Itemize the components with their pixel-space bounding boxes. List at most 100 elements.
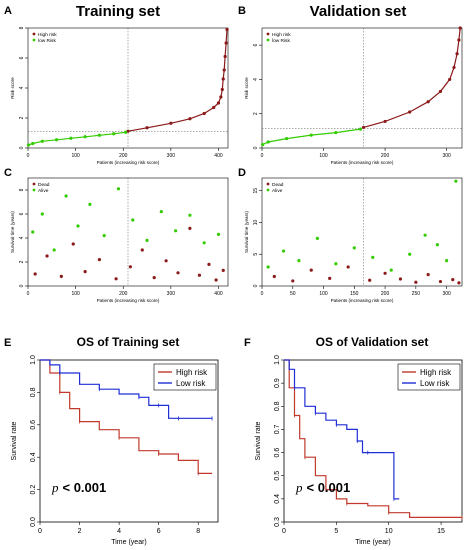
chart-title: OS of Training set: [77, 335, 180, 349]
data-point: [64, 194, 68, 198]
y-tick-label: 6: [19, 56, 25, 59]
p-symbol: p: [51, 480, 59, 495]
data-point: [435, 243, 439, 247]
data-point: [188, 226, 192, 230]
y-tick-label: 0.5: [274, 471, 281, 481]
data-point: [216, 232, 221, 236]
legend-entry: low Risk: [272, 38, 290, 44]
data-point: [225, 27, 229, 32]
data-point: [59, 274, 63, 278]
panel-letter: B: [238, 5, 246, 17]
legend-entry: Dead: [272, 182, 284, 188]
y-tick-label: 0: [253, 284, 259, 287]
y-tick-label: 8: [19, 26, 25, 29]
y-tick-label: 0.8: [30, 387, 37, 397]
data-point: [176, 271, 180, 275]
panel-a: A Training set 0 100 200 300 400 0 2 4 6 8 Patients …: [4, 3, 229, 165]
data-point: [202, 241, 206, 245]
p-value: < 0.001: [63, 480, 107, 495]
y-tick-label: 10: [253, 219, 259, 225]
x-tick-label: 300: [167, 153, 176, 159]
data-point: [457, 281, 461, 285]
data-point: [207, 262, 211, 266]
survival-curve: [40, 359, 213, 419]
y-tick-label: 0.8: [274, 401, 281, 411]
x-tick-label: 200: [381, 291, 390, 297]
x-tick-label: 100: [319, 291, 328, 297]
data-point: [76, 224, 80, 228]
legend-entry: Low risk: [420, 379, 450, 388]
data-point: [438, 279, 443, 284]
survival-curve: [284, 359, 462, 518]
data-point: [346, 265, 350, 269]
x-axis-label: Time (year): [355, 539, 391, 546]
x-tick-label: 200: [119, 291, 128, 297]
data-point: [159, 210, 163, 214]
x-tick-label: 8: [196, 528, 200, 535]
data-point: [445, 258, 449, 263]
legend-marker: [266, 188, 270, 192]
legend-marker: [266, 38, 270, 42]
data-point: [315, 236, 319, 240]
y-tick-label: 4: [253, 78, 259, 81]
chart-title: Validation set: [310, 3, 407, 20]
p-value-annotation: p < 0.001: [295, 480, 350, 495]
y-tick-label: 4: [19, 236, 25, 239]
panel-letter: D: [238, 167, 246, 179]
y-tick-label: 6: [253, 44, 259, 47]
data-point: [389, 268, 393, 272]
y-tick-label: 2: [253, 112, 259, 115]
y-tick-label: 0.4: [274, 494, 281, 504]
y-tick-label: 2: [19, 116, 25, 119]
data-point: [97, 258, 102, 262]
legend-entry: High risk: [176, 368, 208, 377]
x-tick-label: 2: [78, 528, 82, 535]
data-point: [266, 265, 270, 269]
legend-entry: Alive: [272, 188, 283, 194]
panel-f: F OS of Validation set 0 5 10 15 0.3 0.4 0.5 0.6 0…: [244, 335, 463, 546]
data-point: [128, 265, 132, 269]
plot-frame: [261, 27, 463, 149]
x-axis-label: Patients (increasing risk score): [331, 298, 394, 303]
x-tick-label: 5: [334, 528, 338, 535]
legend-marker: [266, 32, 270, 36]
data-point: [145, 238, 149, 242]
y-tick-label: 0.7: [274, 424, 281, 434]
legend-entry: High risk: [420, 368, 452, 377]
plot-frame: [283, 359, 463, 523]
x-tick-label: 400: [214, 153, 223, 159]
x-axis-label: Patients (increasing risk score): [331, 160, 394, 165]
x-tick-label: 400: [214, 291, 223, 297]
x-tick-label: 6: [157, 528, 161, 535]
p-value-annotation: p < 0.001: [51, 480, 106, 495]
x-tick-label: 200: [381, 153, 390, 159]
x-tick-label: 100: [319, 153, 328, 159]
panel-d: D 0 50 100 150 200 250 300 0 5 10 15 Patients (incre…: [238, 167, 463, 303]
data-point: [423, 233, 427, 237]
x-tick-label: 0: [261, 153, 264, 159]
legend-marker: [32, 182, 36, 186]
data-point: [124, 130, 128, 134]
series-line: [28, 131, 126, 146]
y-tick-label: 1.0: [30, 355, 37, 365]
survival-curve: [40, 359, 213, 474]
x-tick-label: 50: [290, 291, 296, 297]
data-point: [164, 259, 168, 263]
data-point: [102, 234, 106, 238]
plot-frame: [261, 177, 463, 287]
x-tick-label: 300: [442, 291, 451, 297]
panel-letter: C: [4, 167, 12, 179]
legend-box: [153, 363, 217, 391]
legend-marker: [266, 182, 270, 186]
chart-title: Training set: [76, 3, 160, 20]
data-point: [197, 273, 202, 277]
data-point: [52, 248, 56, 252]
survival-curve: [284, 359, 400, 500]
x-axis-label: Patients (increasing risk score): [97, 298, 160, 303]
y-tick-label: 0.0: [30, 517, 37, 527]
data-point: [221, 268, 225, 272]
y-tick-label: 15: [253, 188, 259, 194]
x-tick-label: 0: [38, 528, 42, 535]
data-point: [383, 271, 387, 275]
